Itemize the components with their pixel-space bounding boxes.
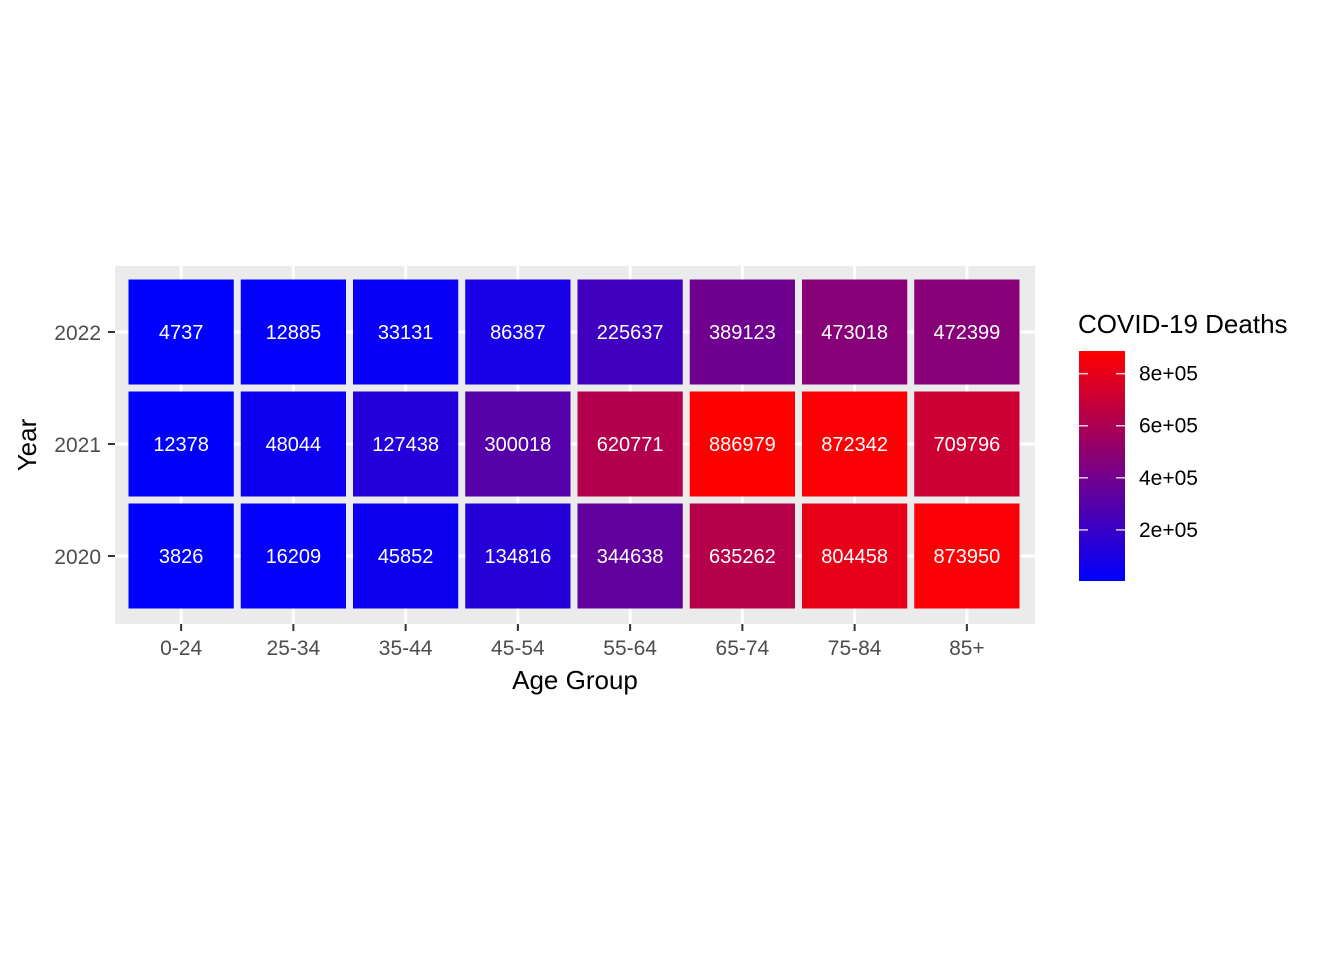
x-axis-title: Age Group (512, 665, 638, 695)
heatmap-cell (465, 279, 571, 385)
y-axis: 2020 2021 2022 (54, 322, 115, 569)
heatmap-cell (802, 279, 908, 385)
cell-value-label: 472399 (934, 322, 1001, 344)
heatmap-cell (577, 279, 683, 385)
cell-value-label: 12378 (153, 434, 209, 456)
heatmap-cell (240, 279, 346, 385)
cell-value-label: 872342 (821, 434, 888, 456)
heatmap-cell (689, 503, 795, 609)
heatmap-cell (914, 503, 1020, 609)
legend-tick-label: 6e+05 (1139, 415, 1198, 438)
heatmap-cell (802, 503, 908, 609)
cell-value-label: 804458 (821, 546, 888, 568)
cell-value-label: 4737 (159, 322, 204, 344)
cell-value-label: 389123 (709, 322, 776, 344)
cell-value-label: 3826 (159, 546, 204, 568)
cell-value-label: 45852 (378, 546, 434, 568)
y-axis-title: Year (12, 418, 42, 471)
heatmap-cell (914, 391, 1020, 497)
heatmap-cell (353, 279, 459, 385)
heatmap-cell (465, 391, 571, 497)
cell-value-label: 48044 (266, 434, 322, 456)
x-tick-label: 85+ (949, 637, 985, 660)
legend-tick-label: 8e+05 (1139, 363, 1198, 386)
x-tick-label: 25-34 (267, 637, 321, 660)
heatmap-cell (240, 391, 346, 497)
heatmap-cell (353, 391, 459, 497)
heatmap-cell (128, 391, 234, 497)
x-tick-label: 75-84 (828, 637, 882, 660)
x-tick-label: 55-64 (603, 637, 657, 660)
cell-value-label: 473018 (821, 322, 888, 344)
y-tick-label: 2021 (54, 434, 101, 457)
cell-value-label: 344638 (597, 546, 664, 568)
heatmap-cell (914, 279, 1020, 385)
heatmap-cell (577, 503, 683, 609)
heatmap-cell (689, 391, 795, 497)
cell-value-label: 86387 (490, 322, 546, 344)
cell-value-label: 300018 (485, 434, 552, 456)
heatmap-cell (353, 503, 459, 609)
cell-value-label: 873950 (934, 546, 1001, 568)
cell-value-label: 635262 (709, 546, 776, 568)
cell-value-label: 127438 (372, 434, 439, 456)
cell-value-label: 620771 (597, 434, 664, 456)
legend-ticks: 2e+05 4e+05 6e+05 8e+05 (1079, 363, 1198, 542)
cell-value-label: 16209 (266, 546, 322, 568)
x-tick-label: 0-24 (160, 637, 202, 660)
cell-value-label: 12885 (266, 322, 322, 344)
y-tick-label: 2020 (54, 546, 101, 569)
heatmap-cell (577, 391, 683, 497)
heatmap-cell (689, 279, 795, 385)
legend: COVID-19 Deaths 2e+05 4e+05 6e+05 8e+05 (1078, 309, 1288, 581)
heatmap-cell (802, 391, 908, 497)
legend-tick-label: 4e+05 (1139, 467, 1198, 490)
heatmap-cell (128, 503, 234, 609)
heatmap-cell (128, 279, 234, 385)
heatmap-cells: 3826 16209 45852 134816 344638 635262 804458 87… (128, 279, 1020, 609)
legend-title: COVID-19 Deaths (1078, 309, 1288, 339)
legend-tick-label: 2e+05 (1139, 519, 1198, 542)
legend-colorbar (1079, 351, 1125, 581)
cell-value-label: 225637 (597, 322, 664, 344)
y-tick-label: 2022 (54, 322, 101, 345)
cell-value-label: 33131 (378, 322, 434, 344)
cell-value-label: 134816 (485, 546, 552, 568)
cell-value-label: 886979 (709, 434, 776, 456)
x-tick-label: 65-74 (716, 637, 770, 660)
x-axis: 0-24 25-34 35-44 45-54 55-64 65-74 75-84 85+ (160, 624, 985, 660)
heatmap-cell (465, 503, 571, 609)
heatmap-cell (240, 503, 346, 609)
x-tick-label: 35-44 (379, 637, 433, 660)
cell-value-label: 709796 (934, 434, 1001, 456)
x-tick-label: 45-54 (491, 637, 545, 660)
